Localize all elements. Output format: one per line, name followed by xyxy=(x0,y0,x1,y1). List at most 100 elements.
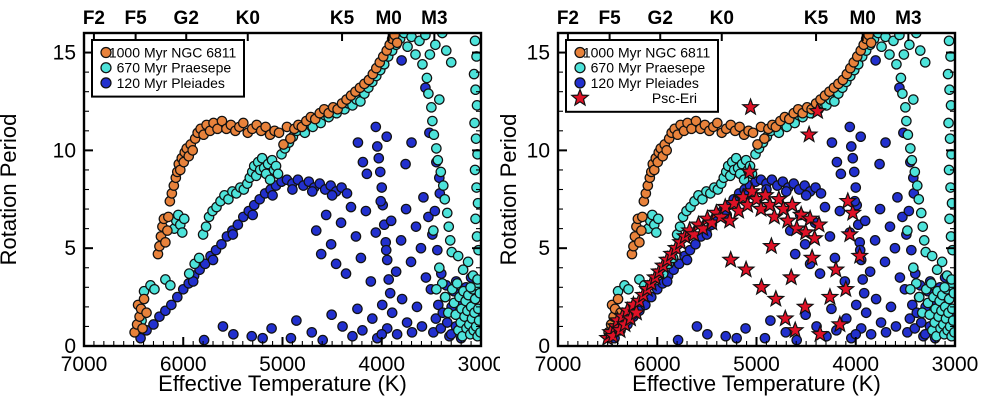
x-axis-title: Effective Temperature (K) xyxy=(158,371,407,396)
psceri-marker xyxy=(840,224,860,243)
pleiades-marker xyxy=(826,137,838,148)
ngc6811-marker xyxy=(574,46,586,59)
ngc6811-marker xyxy=(747,127,759,139)
panel-left-svg: 7000 6000 5000 4000 3000 0 5 10 15 F2 F5 G2 K0 K5 M0 M3… xyxy=(0,8,500,396)
praesepe-marker xyxy=(902,225,913,236)
ngc6811-marker xyxy=(138,293,150,305)
pleiades-marker xyxy=(352,137,364,148)
praesepe-marker xyxy=(652,213,664,225)
pleiades-marker xyxy=(326,190,338,201)
pleiades-marker xyxy=(415,242,427,254)
pleiades-marker xyxy=(384,287,396,299)
psceri-marker xyxy=(740,161,759,180)
pleiades-marker xyxy=(826,303,837,315)
pleiades-marker xyxy=(880,326,892,338)
praesepe-marker xyxy=(452,250,464,262)
svg-text:0: 0 xyxy=(64,335,76,358)
pleiades-marker xyxy=(340,268,352,279)
pleiades-marker xyxy=(681,254,693,266)
svg-text:G2: G2 xyxy=(174,8,199,29)
legend-label-pleiades: Myr Pleiades xyxy=(618,75,699,91)
pleiades-marker xyxy=(819,201,831,213)
pleiades-marker xyxy=(672,334,684,346)
pleiades-marker xyxy=(691,321,703,332)
praesepe-marker xyxy=(469,117,480,129)
pleiades-marker xyxy=(171,291,183,303)
svg-text:K5: K5 xyxy=(330,8,355,29)
psceri-marker xyxy=(791,205,811,223)
pleiades-marker xyxy=(845,141,857,152)
ngc6811-marker xyxy=(187,145,199,156)
praesepe-marker xyxy=(430,39,441,51)
praesepe-marker xyxy=(427,115,438,127)
pleiades-marker xyxy=(166,299,177,311)
pleiades-marker xyxy=(400,158,411,170)
pleiades-marker xyxy=(860,307,872,319)
svg-text:F2: F2 xyxy=(557,8,579,29)
praesepe-marker xyxy=(440,45,452,56)
ngc6811-marker xyxy=(160,236,171,248)
praesepe-marker xyxy=(623,283,634,295)
pleiades-marker xyxy=(287,184,298,195)
pleiades-marker xyxy=(870,55,881,66)
svg-text:5: 5 xyxy=(64,237,76,260)
svg-text:7000: 7000 xyxy=(535,353,582,376)
praesepe-marker xyxy=(183,268,195,279)
praesepe-marker xyxy=(915,207,927,219)
pleiades-marker xyxy=(361,168,373,180)
pleiades-marker xyxy=(350,231,362,242)
pleiades-marker xyxy=(429,205,441,217)
ngc6811-marker xyxy=(260,121,271,133)
pleiades-marker xyxy=(432,299,444,311)
pleiades-marker xyxy=(373,152,385,164)
praesepe-marker xyxy=(465,281,476,293)
pleiades-marker xyxy=(335,217,347,229)
praesepe-marker xyxy=(898,49,910,60)
pleiades-marker xyxy=(383,274,395,285)
svg-text:3000: 3000 xyxy=(458,353,500,376)
praesepe-marker xyxy=(891,58,902,70)
praesepe-marker xyxy=(426,102,437,113)
pleiades-marker xyxy=(865,328,877,340)
psceri-marker xyxy=(836,279,856,298)
svg-text:F5: F5 xyxy=(599,8,622,29)
praesepe-marker xyxy=(945,231,955,242)
pleiades-marker xyxy=(829,252,841,264)
pleiades-marker xyxy=(869,235,881,246)
praesepe-marker xyxy=(431,283,442,295)
psceri-marker xyxy=(711,206,731,225)
ngc6811-marker xyxy=(634,236,645,248)
praesepe-marker xyxy=(472,197,481,209)
pleiades-marker xyxy=(360,205,372,217)
psceri-marker xyxy=(736,259,756,278)
praesepe-marker xyxy=(909,166,921,178)
praesepe-marker xyxy=(925,278,937,289)
praesepe-marker xyxy=(904,39,915,51)
psceri-marker xyxy=(626,302,646,321)
series-pleiades xyxy=(135,55,481,346)
legend-label-praesepe: Myr Praesepe xyxy=(144,60,231,76)
ngc6811-marker xyxy=(216,115,228,127)
svg-text:5000: 5000 xyxy=(733,353,780,376)
praesepe-marker xyxy=(902,129,914,141)
pleiades-marker xyxy=(370,227,382,238)
series-ngc6811 xyxy=(603,33,877,338)
praesepe-marker xyxy=(926,250,938,262)
svg-text:F5: F5 xyxy=(125,8,148,29)
pleiades-marker xyxy=(859,215,871,227)
psceri-marker xyxy=(802,248,822,266)
ngc6811-marker xyxy=(137,323,148,334)
ngc6811-marker xyxy=(711,117,723,129)
pleiades-marker xyxy=(789,248,801,260)
pleiades-marker xyxy=(337,321,348,332)
svg-text:F2: F2 xyxy=(83,8,105,29)
pleiades-marker xyxy=(410,221,422,232)
praesepe-marker xyxy=(471,100,481,111)
pleiades-marker xyxy=(702,328,713,340)
pleiades-marker xyxy=(376,299,388,311)
praesepe-marker xyxy=(907,262,919,274)
pleiades-marker xyxy=(228,328,239,340)
praesepe-marker xyxy=(906,154,918,166)
pleiades-marker xyxy=(341,188,353,199)
